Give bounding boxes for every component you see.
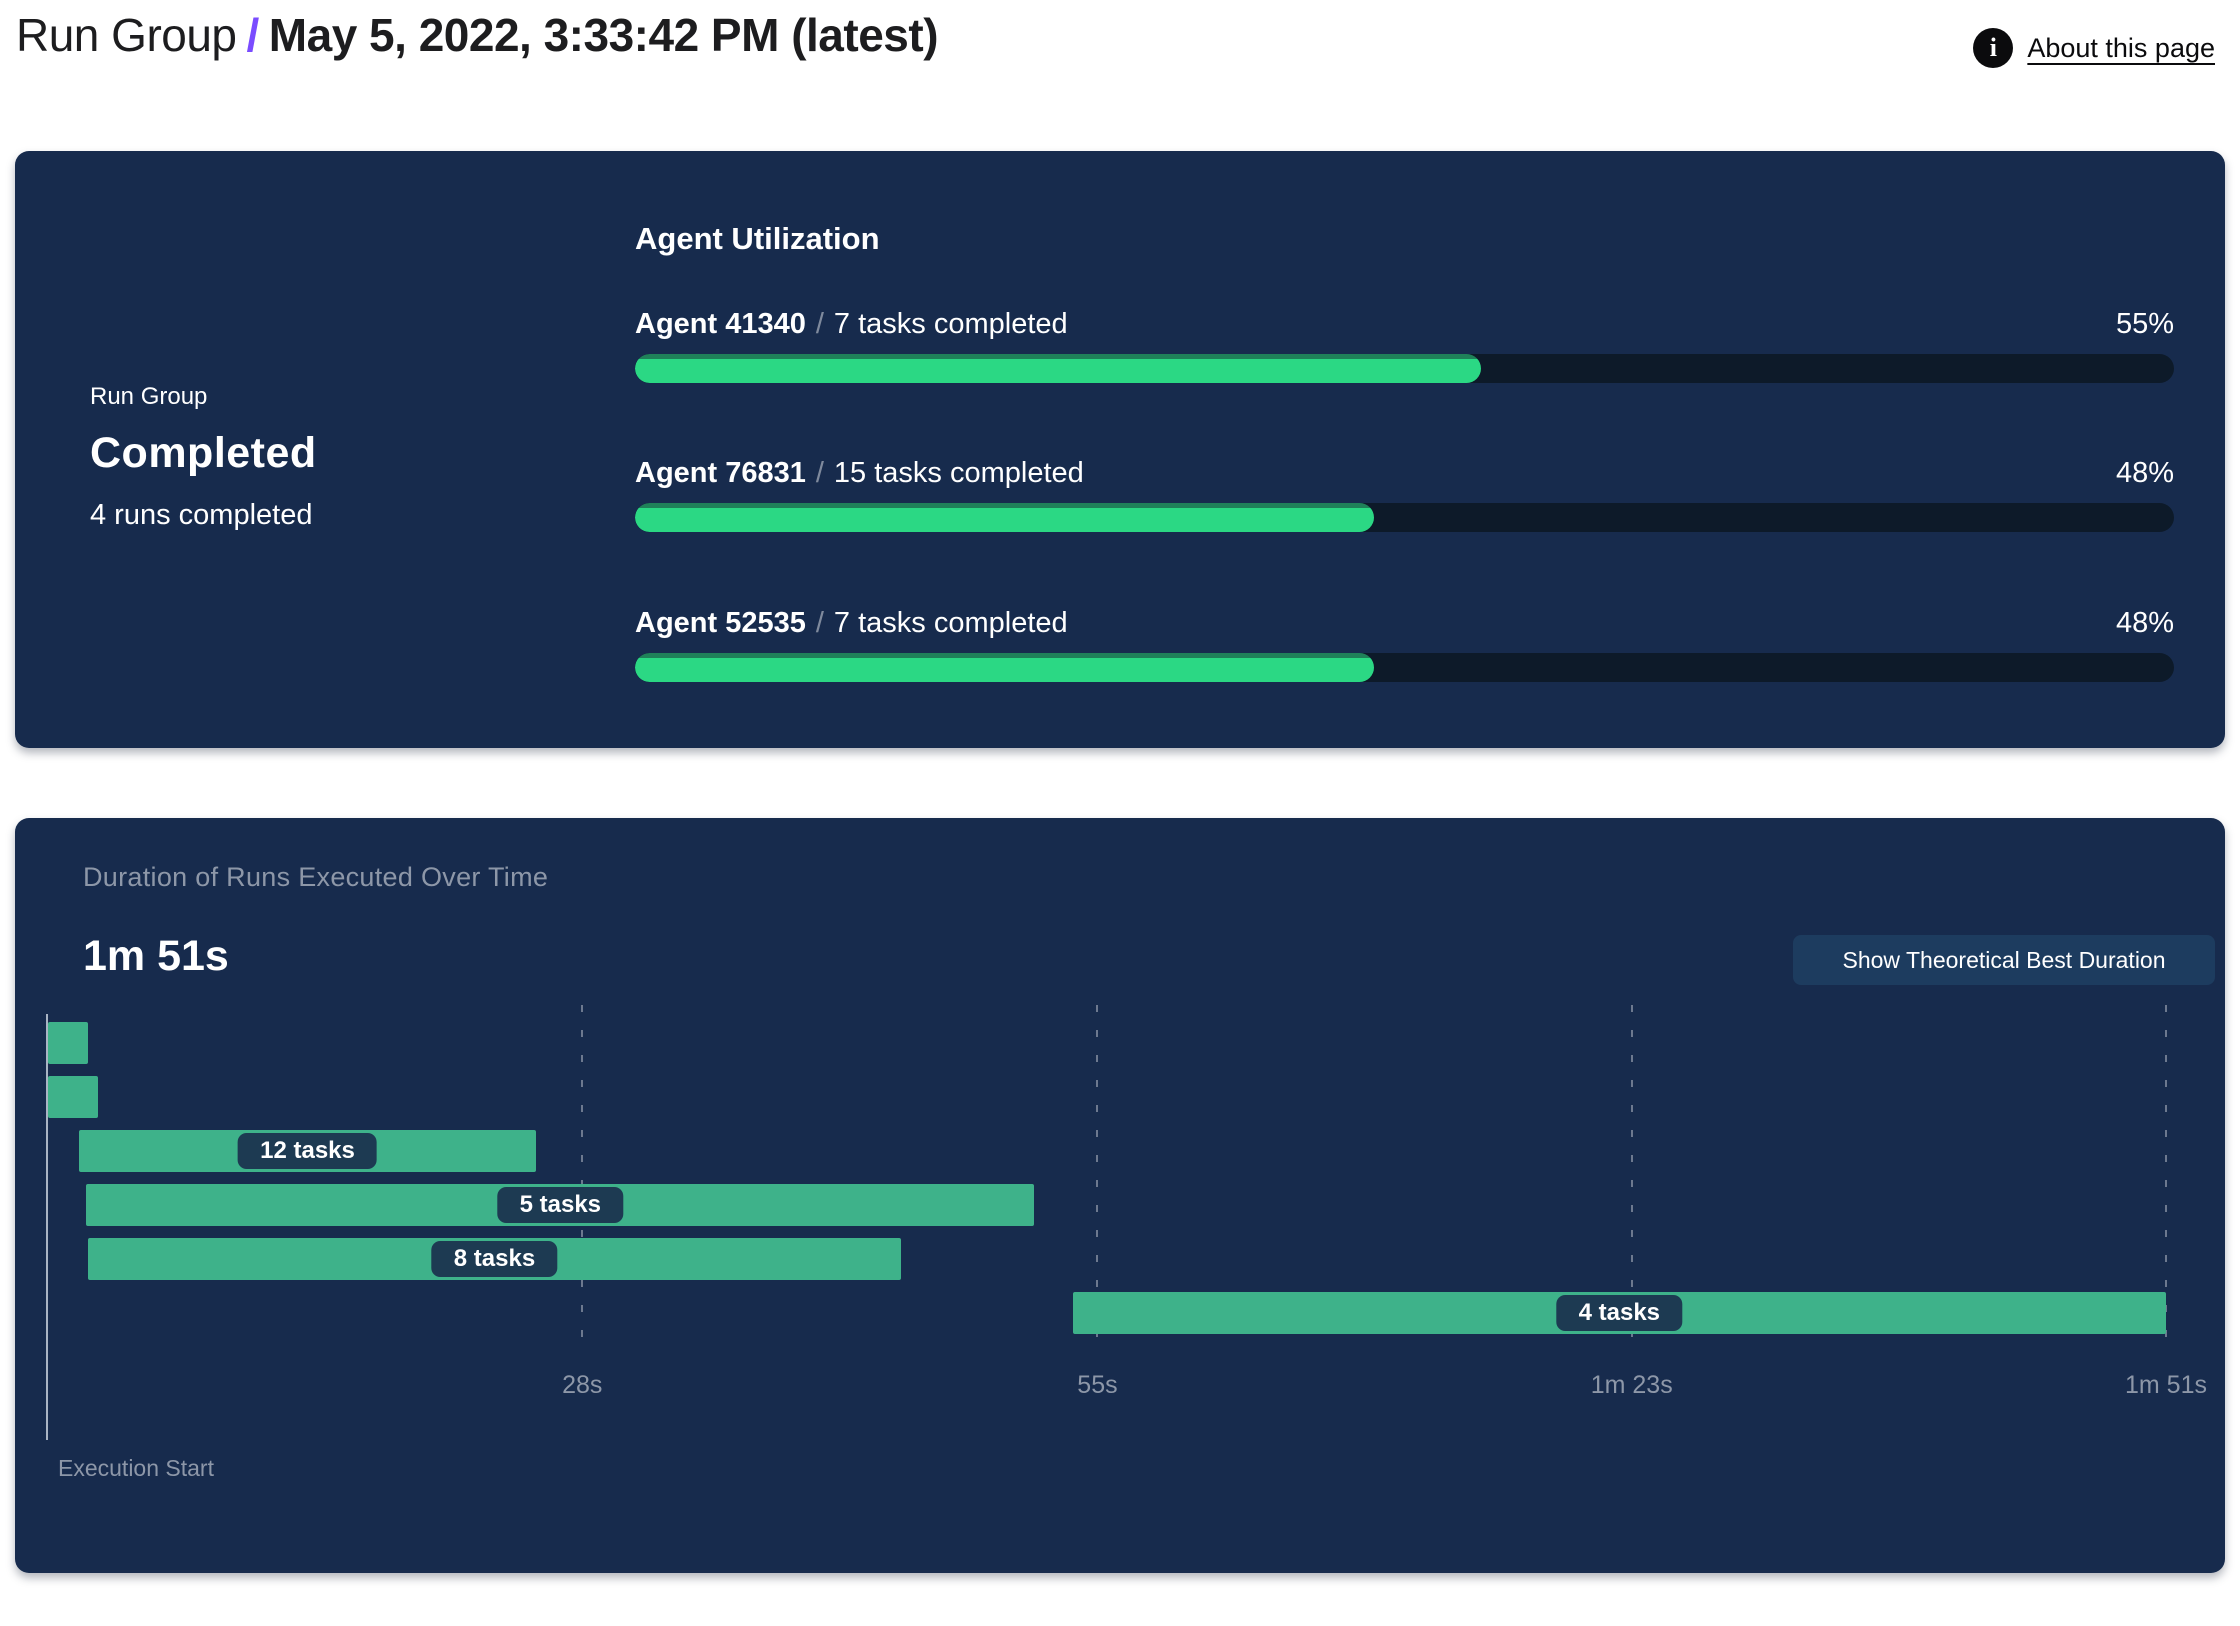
run-group-summary-panel: Run Group Completed 4 runs completed Age… [15, 151, 2225, 748]
about-link-label[interactable]: About this page [2027, 32, 2215, 63]
gantt-bars-area: 12 tasks 5 tasks 8 tasks 4 tasks [48, 1022, 2166, 1334]
page-header: Run Group / May 5, 2022, 3:33:42 PM (lates… [16, 8, 2220, 88]
info-icon[interactable]: i [1973, 28, 2014, 68]
run-task-count-badge: 5 tasks [497, 1187, 624, 1223]
gantt-row: 4 tasks [48, 1292, 2166, 1334]
breadcrumb-root: Run Group [16, 9, 237, 61]
agent-separator: / [815, 607, 824, 639]
run-group-status: Completed [90, 429, 317, 477]
gantt-row: 12 tasks [48, 1130, 2166, 1172]
utilization-progress-track [635, 653, 2174, 682]
run-duration-bar[interactable]: 4 tasks [1072, 1292, 2166, 1334]
about-this-page-link[interactable]: i About this page [1973, 28, 2215, 68]
total-duration-value: 1m 51s [83, 932, 229, 980]
breadcrumb-separator: / [246, 9, 260, 61]
axis-tick-label: 1m 23s [1590, 1371, 1673, 1399]
agent-tasks-completed: 15 tasks completed [833, 457, 1084, 489]
run-duration-bar[interactable] [48, 1022, 89, 1064]
axis-tick-label: 55s [1077, 1371, 1118, 1399]
axis-tick-label: 1m 51s [2125, 1371, 2207, 1399]
run-task-count-badge: 12 tasks [238, 1133, 377, 1169]
agent-name: Agent 76831 [635, 457, 806, 489]
agent-utilization-percent: 48% [2115, 607, 2174, 639]
show-theoretical-best-duration-button[interactable]: Show Theoretical Best Duration [1793, 935, 2215, 985]
run-task-count-badge: 8 tasks [431, 1241, 558, 1277]
run-group-label: Run Group [90, 383, 208, 410]
run-task-count-badge: 4 tasks [1556, 1295, 1683, 1331]
runs-completed-count: 4 runs completed [90, 499, 313, 531]
utilization-progress-track [635, 354, 2174, 383]
agent-utilization-title: Agent Utilization [635, 221, 880, 256]
agent-separator: / [815, 308, 824, 340]
agent-utilization-percent: 55% [2115, 308, 2174, 340]
run-duration-bar[interactable] [48, 1076, 98, 1118]
agent-name: Agent 41340 [635, 308, 806, 340]
breadcrumb: Run Group / May 5, 2022, 3:33:42 PM (lates… [16, 8, 2220, 62]
gantt-row [48, 1022, 2166, 1064]
gantt-row: 8 tasks [48, 1238, 2166, 1280]
axis-tick-label: 28s [562, 1371, 603, 1399]
utilization-progress-fill [635, 354, 1482, 383]
duration-chart-panel: Duration of Runs Executed Over Time 1m 5… [15, 818, 2225, 1573]
gantt-row: 5 tasks [48, 1184, 2166, 1226]
utilization-progress-fill [635, 653, 1374, 682]
time-axis-tick-labels: 28s 55s 1m 23s 1m 51s [48, 1371, 2207, 1411]
agent-name: Agent 52535 [635, 607, 806, 639]
agent-tasks-completed: 7 tasks completed [833, 308, 1068, 340]
run-duration-bar[interactable]: 8 tasks [88, 1238, 901, 1280]
execution-start-label: Execution Start [58, 1455, 214, 1481]
agent-tasks-completed: 7 tasks completed [833, 607, 1068, 639]
agent-separator: / [815, 457, 824, 489]
run-duration-bar[interactable]: 5 tasks [86, 1184, 1035, 1226]
agent-utilization-row: Agent 52535 / 7 tasks completed 48% [635, 607, 2174, 682]
gantt-row [48, 1076, 2166, 1118]
run-duration-bar[interactable]: 12 tasks [78, 1130, 537, 1172]
agent-utilization-row: Agent 41340 / 7 tasks completed 55% [635, 308, 2174, 383]
agent-utilization-percent: 48% [2115, 457, 2174, 489]
agent-utilization-row: Agent 76831 / 15 tasks completed 48% [635, 457, 2174, 532]
page-title: May 5, 2022, 3:33:42 PM (latest) [268, 9, 939, 61]
duration-chart-title: Duration of Runs Executed Over Time [83, 862, 549, 892]
execution-start-axis-line [46, 1014, 48, 1440]
utilization-progress-track [635, 503, 2174, 532]
utilization-progress-fill [635, 503, 1374, 532]
agent-utilization-section: Agent Utilization Agent 41340 / 7 tasks … [635, 221, 2174, 682]
